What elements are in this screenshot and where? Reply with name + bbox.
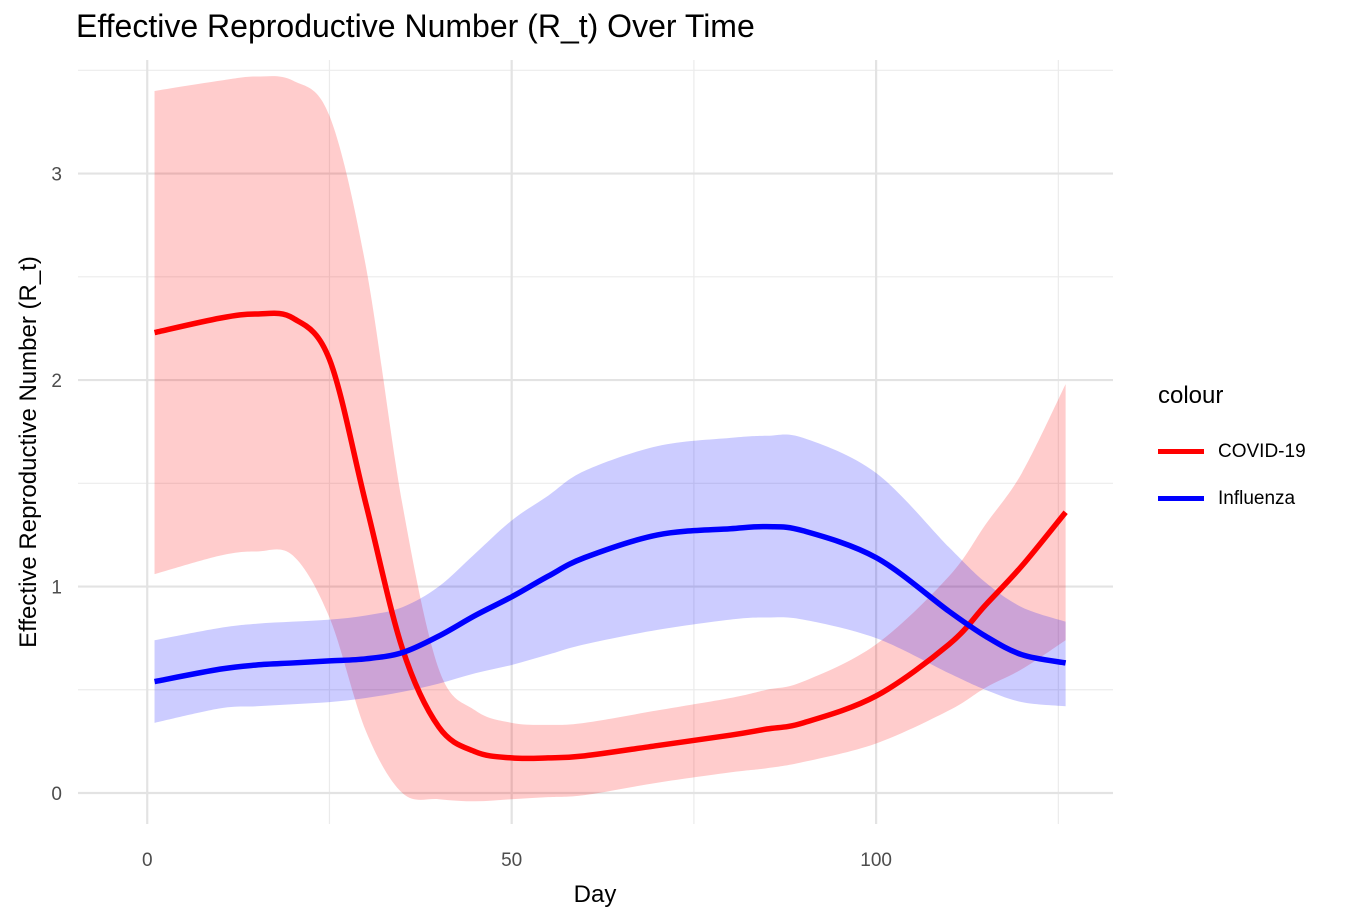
chart-title: Effective Reproductive Number (R_t) Over… bbox=[76, 8, 755, 44]
legend-title: colour bbox=[1158, 382, 1224, 409]
legend-swatch-covid bbox=[1158, 449, 1204, 454]
line-covid-19 bbox=[153, 310, 1068, 762]
minor-gridlines bbox=[78, 60, 1113, 824]
confidence-ribbons bbox=[154, 76, 1066, 802]
legend-label-influenza: Influenza bbox=[1218, 487, 1296, 509]
x-tick-label: 0 bbox=[142, 850, 153, 871]
legend-swatch-influenza bbox=[1158, 496, 1204, 501]
y-tick-label: 2 bbox=[51, 371, 62, 392]
y-tick-label: 3 bbox=[51, 165, 62, 186]
legend: colour COVID-19 Influenza bbox=[1158, 382, 1306, 522]
series-lines bbox=[153, 310, 1068, 762]
x-tick-label: 50 bbox=[501, 850, 522, 871]
ribbon-influenza bbox=[154, 434, 1066, 723]
y-tick-label: 0 bbox=[51, 784, 62, 805]
ribbon-covid-19 bbox=[154, 76, 1066, 802]
legend-item-influenza: Influenza bbox=[1158, 475, 1306, 522]
legend-label-covid: COVID-19 bbox=[1218, 440, 1306, 462]
x-axis-ticks: 0 50 100 bbox=[142, 850, 892, 871]
y-axis-ticks: 0 1 2 3 bbox=[51, 165, 62, 805]
x-tick-label: 100 bbox=[860, 850, 892, 871]
y-axis-title: Effective Reproductive Number (R_t) bbox=[15, 256, 42, 648]
line-influenza bbox=[154, 523, 1067, 685]
legend-item-covid: COVID-19 bbox=[1158, 428, 1306, 475]
y-tick-label: 1 bbox=[51, 578, 62, 599]
x-axis-title: Day bbox=[574, 881, 617, 908]
